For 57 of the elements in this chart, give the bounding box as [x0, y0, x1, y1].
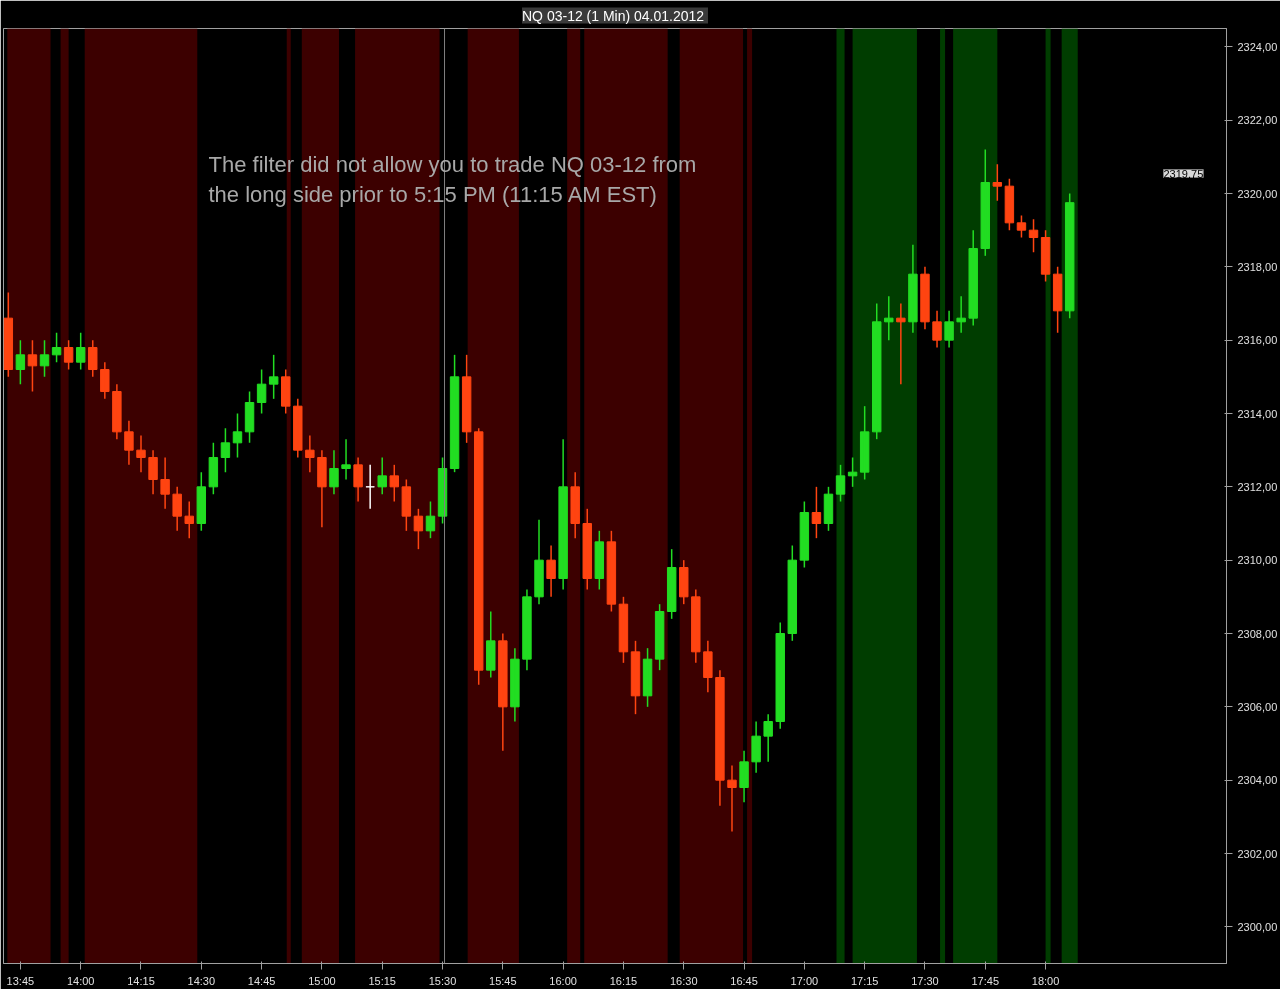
x-tick-label: 16:00 [549, 974, 577, 987]
x-tick-label: 16:30 [669, 974, 698, 987]
y-tick-label: 2306,00 [1237, 700, 1278, 713]
candlestick [594, 530, 605, 591]
y-tick-label: 2318,00 [1237, 260, 1278, 273]
x-tick-label: 13:45 [6, 974, 35, 987]
x-tick-label: 15:00 [308, 974, 336, 987]
candlestick [679, 559, 689, 605]
annotation: 2319,75 [1163, 167, 1204, 180]
candlestick [473, 427, 484, 686]
y-tick-label: 2314,00 [1237, 407, 1278, 420]
candlestick [1016, 214, 1027, 239]
x-tick-label: 17:15 [850, 974, 879, 987]
candlestick [208, 442, 219, 495]
y-tick-label: 2322,00 [1237, 114, 1278, 127]
y-tick-label: 2316,00 [1237, 334, 1278, 347]
y-tick-label: 2310,00 [1237, 554, 1278, 567]
candlestick [1052, 266, 1063, 334]
x-tick-label: 14:30 [187, 974, 216, 987]
x-tick-label: 17:45 [971, 974, 1000, 987]
candlestick [582, 508, 592, 591]
x-tick-label: 17:30 [911, 974, 939, 987]
candlestick [1064, 192, 1075, 319]
candlestick [787, 544, 798, 642]
chart-title: NQ 03-12 (1 Min) 04.01.2012 [522, 7, 705, 24]
candlestick [461, 354, 472, 444]
y-tick-label: 2324,00 [1237, 40, 1278, 53]
x-tick-label: 14:15 [127, 974, 155, 987]
y-tick-label: 2312,00 [1237, 480, 1278, 493]
y-tick-label: 2320,00 [1237, 187, 1278, 200]
candlestick [389, 464, 399, 503]
candlestick [281, 368, 291, 415]
y-tick-label: 2308,00 [1237, 627, 1278, 640]
x-tick-label: 14:45 [247, 974, 276, 987]
candlestick [401, 478, 412, 532]
candlestick [799, 500, 810, 569]
candlestick [859, 405, 870, 481]
candlestick [872, 302, 882, 440]
x-tick-label: 14:00 [66, 974, 95, 987]
y-tick-label: 2300,00 [1237, 920, 1278, 933]
candlestick [268, 354, 279, 400]
candlestick [666, 548, 677, 620]
y-tick-label: 2302,00 [1237, 847, 1278, 860]
candlestick [196, 471, 207, 532]
x-tick-label: 17:00 [790, 974, 819, 987]
candlestick [992, 163, 1003, 202]
x-tick-label: 18:00 [1031, 974, 1060, 987]
x-tick-label: 15:45 [489, 974, 517, 987]
candlestick [980, 148, 990, 257]
candlestick [63, 339, 74, 371]
y-tick-label: 2304,00 [1237, 774, 1278, 787]
x-tick-label: 16:45 [730, 974, 758, 987]
candlestick [75, 332, 86, 371]
x-tick-label: 16:15 [609, 974, 638, 987]
x-tick-label: 15:15 [368, 974, 396, 987]
x-tick-label: 15:30 [428, 974, 457, 987]
candlestick [341, 438, 351, 481]
